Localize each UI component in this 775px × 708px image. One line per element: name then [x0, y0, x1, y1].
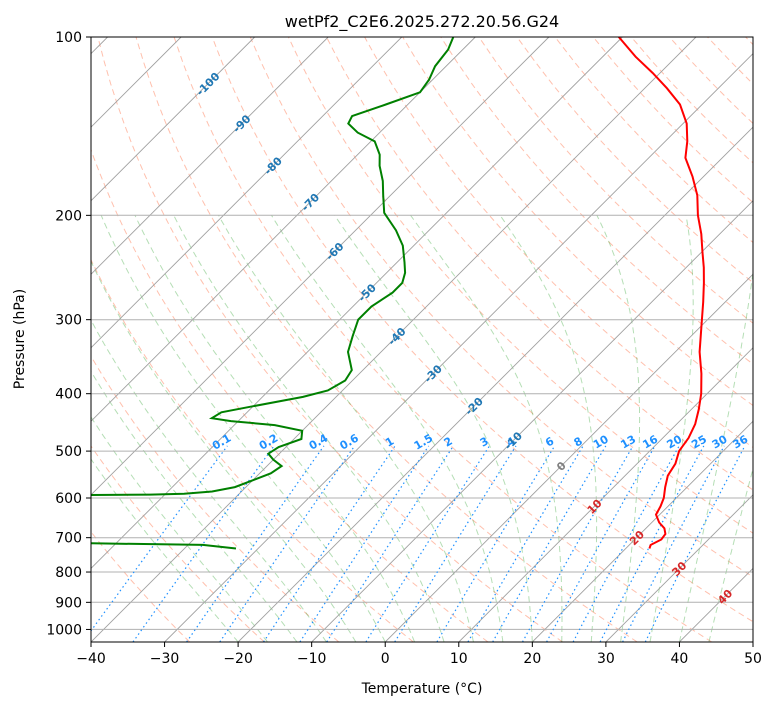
moist-adiabat — [91, 458, 239, 642]
x-tick-label: −40 — [76, 651, 106, 667]
mixing-ratio-line — [394, 445, 517, 642]
isotherm — [458, 347, 753, 642]
y-tick-label: 700 — [55, 531, 82, 547]
y-tick-label: 900 — [55, 595, 82, 611]
isotherm — [311, 200, 753, 642]
mixing-ratio-line — [492, 445, 607, 642]
x-tick-label: 20 — [523, 651, 541, 667]
isotherm — [531, 420, 753, 642]
plot-frame — [90, 36, 754, 643]
y-tick-label: 600 — [55, 491, 82, 507]
x-tick-label: 40 — [671, 651, 689, 667]
y-tick-label: 1000 — [46, 622, 82, 638]
mixing-ratio-line — [467, 445, 584, 642]
moist-adiabat — [678, 269, 753, 642]
y-tick-label: 200 — [55, 208, 82, 224]
mixing-ratio-line — [521, 445, 634, 642]
moist-adiabat — [334, 215, 533, 642]
moist-adiabat — [91, 416, 268, 642]
dry-adiabat — [249, 37, 753, 578]
mixing-ratio-line — [546, 445, 656, 642]
mixing-ratio-line — [262, 445, 396, 642]
x-tick-label: 10 — [450, 651, 468, 667]
moist-adiabat — [91, 370, 298, 642]
moist-adiabat — [173, 215, 445, 642]
x-tick-label: 50 — [744, 651, 762, 667]
dry-adiabat — [97, 37, 563, 642]
moist-adiabat — [218, 215, 474, 642]
isotherm — [752, 641, 753, 642]
isotherm — [91, 37, 476, 422]
temperature-line — [618, 37, 705, 549]
moist-adiabat — [91, 319, 327, 642]
mixing-ratio-line — [436, 445, 556, 642]
y-axis-ticks: 100 200 300 400 500 600 700 800 900 1000 — [46, 30, 91, 638]
x-tick-label: 0 — [381, 651, 390, 667]
chart-title: wetPf2_C2E6.2025.272.20.56.G24 — [285, 12, 559, 32]
isotherm — [91, 37, 403, 349]
y-axis-label: Pressure (hPa) — [12, 289, 28, 389]
y-tick-label: 500 — [55, 444, 82, 460]
dry-adiabat — [135, 37, 638, 642]
profile-series — [91, 37, 705, 550]
isotherm — [91, 37, 256, 202]
y-tick-label: 800 — [55, 565, 82, 581]
moist-adiabat — [134, 215, 416, 642]
dewpoint-line — [91, 37, 455, 550]
dry-adiabat — [287, 37, 753, 534]
isotherm — [384, 273, 753, 642]
x-axis-ticks: −40 −30 −20 −10 0 10 20 30 40 50 — [76, 642, 762, 667]
isotherm — [164, 52, 753, 642]
mixing-ratio-line — [572, 445, 680, 642]
x-tick-label: −20 — [223, 651, 253, 667]
plot-background — [91, 37, 753, 642]
moist-adiabat — [410, 215, 563, 642]
dry-adiabat — [91, 445, 265, 642]
x-tick-label: −10 — [297, 651, 327, 667]
moist-adiabat — [91, 260, 357, 642]
x-axis-label: Temperature (°C) — [361, 681, 483, 697]
dry-adiabat — [326, 37, 753, 491]
moist-adiabat — [271, 215, 504, 642]
mixing-ratio-line — [299, 445, 430, 642]
isotherm — [91, 37, 329, 275]
isotherm — [91, 37, 623, 570]
x-tick-label: 30 — [597, 651, 615, 667]
mixing-ratio-line — [326, 445, 454, 642]
dry-adiabat — [91, 258, 414, 642]
moist-adiabat — [649, 215, 694, 642]
moist-adiabat — [100, 215, 386, 642]
background-lines — [91, 37, 753, 642]
y-tick-label: 400 — [55, 387, 82, 403]
moist-adiabat — [596, 215, 641, 642]
x-tick-label: −30 — [150, 651, 180, 667]
dry-adiabat — [173, 37, 713, 642]
moist-adiabat — [499, 215, 598, 642]
y-tick-label: 300 — [55, 313, 82, 329]
mixing-ratio-line — [365, 445, 491, 642]
y-tick-label: 100 — [55, 30, 82, 46]
dry-adiabat — [211, 37, 753, 623]
isotherm — [605, 494, 753, 642]
isotherm — [91, 37, 550, 496]
isotherm — [237, 126, 753, 642]
isotherm — [91, 37, 697, 642]
